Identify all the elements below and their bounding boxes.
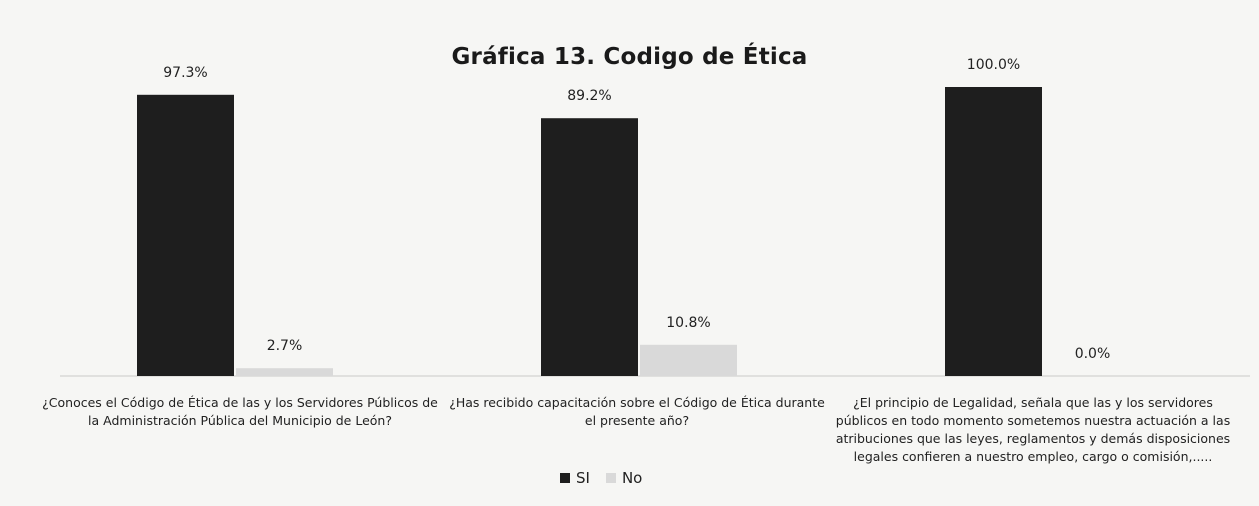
bar-no-2 xyxy=(640,344,737,376)
data-label-si-2: 89.2% xyxy=(567,88,611,104)
category-label-1: ¿Conoces el Código de Ética de las y los… xyxy=(42,395,438,428)
legend-swatch-si xyxy=(560,473,570,483)
legend-label-si: SI xyxy=(576,469,590,487)
legend-swatch-no xyxy=(605,473,616,483)
data-label-si-1: 97.3% xyxy=(163,65,207,81)
bar-no-1 xyxy=(236,368,333,376)
legend: SI No xyxy=(560,469,652,487)
data-label-no-1: 2.7% xyxy=(267,338,303,354)
category-label-2: ¿Has recibido capacitación sobre el Códi… xyxy=(449,395,825,428)
legend-item-no: No xyxy=(605,469,643,487)
category-label-3: ¿El principio de Legalidad, señala que l… xyxy=(835,395,1231,464)
data-label-no-2: 10.8% xyxy=(666,315,710,331)
bar-si-2 xyxy=(541,118,638,376)
legend-item-si: SI xyxy=(560,469,590,487)
data-label-no-3: 0.0% xyxy=(1075,346,1111,362)
bar-si-1 xyxy=(137,94,234,376)
data-label-si-3: 100.0% xyxy=(967,57,1020,73)
chart-title: Gráfica 13. Codigo de Ética xyxy=(451,44,808,70)
legend-label-no: No xyxy=(621,469,643,487)
bar-si-3 xyxy=(945,87,1042,376)
